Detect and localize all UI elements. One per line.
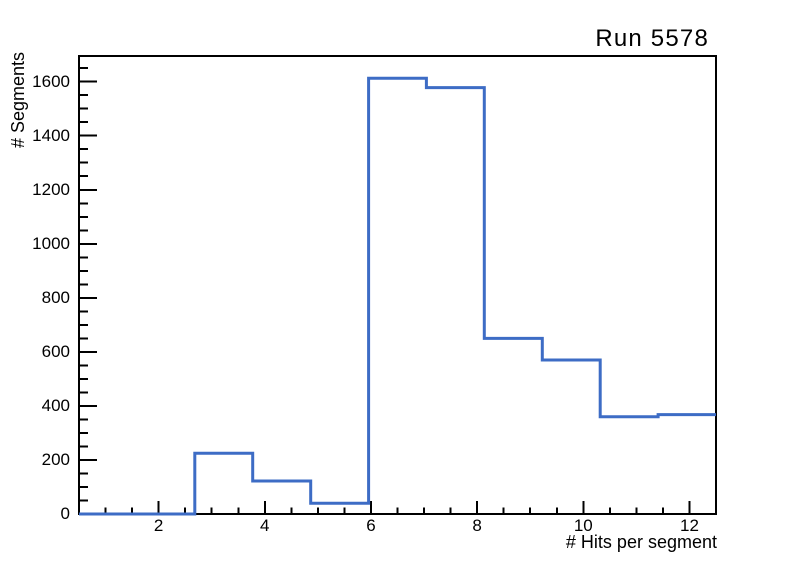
x-tick-label: 6 <box>366 516 376 535</box>
y-tick-label: 200 <box>41 449 70 469</box>
y-tick-label: 400 <box>41 395 70 415</box>
x-tick-label: 8 <box>472 516 482 535</box>
y-tick-label: 1200 <box>32 179 70 199</box>
plot-frame <box>78 55 717 515</box>
histogram-line <box>79 76 716 516</box>
y-tick-label: 1400 <box>32 125 70 145</box>
x-tick-label: 12 <box>679 516 699 535</box>
y-tick-label: 1000 <box>32 233 70 253</box>
x-tick-label: 2 <box>153 516 164 535</box>
plot-title: Run 5578 <box>595 25 709 52</box>
y-tick-label: 800 <box>41 287 70 307</box>
x-tick-label: 10 <box>573 516 593 535</box>
x-axis-title: # Hits per segment <box>565 532 717 552</box>
y-axis-title: # Segments <box>8 51 28 148</box>
x-tick-label: 4 <box>260 516 270 535</box>
y-tick-label: 600 <box>41 341 70 361</box>
y-tick-label: 1600 <box>32 71 70 91</box>
y-tick-label: 0 <box>60 504 70 523</box>
